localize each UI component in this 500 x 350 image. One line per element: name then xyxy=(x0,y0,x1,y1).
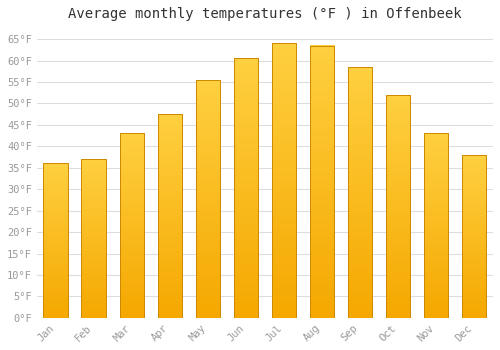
Bar xyxy=(386,95,410,318)
Bar xyxy=(348,67,372,318)
Bar xyxy=(44,163,68,318)
Bar xyxy=(234,58,258,318)
Bar xyxy=(424,133,448,318)
Bar xyxy=(82,159,106,318)
Bar xyxy=(310,46,334,318)
Bar xyxy=(196,80,220,318)
Bar xyxy=(120,133,144,318)
Title: Average monthly temperatures (°F ) in Offenbeek: Average monthly temperatures (°F ) in Of… xyxy=(68,7,462,21)
Bar xyxy=(272,43,296,318)
Bar xyxy=(462,155,486,318)
Bar xyxy=(158,114,182,318)
